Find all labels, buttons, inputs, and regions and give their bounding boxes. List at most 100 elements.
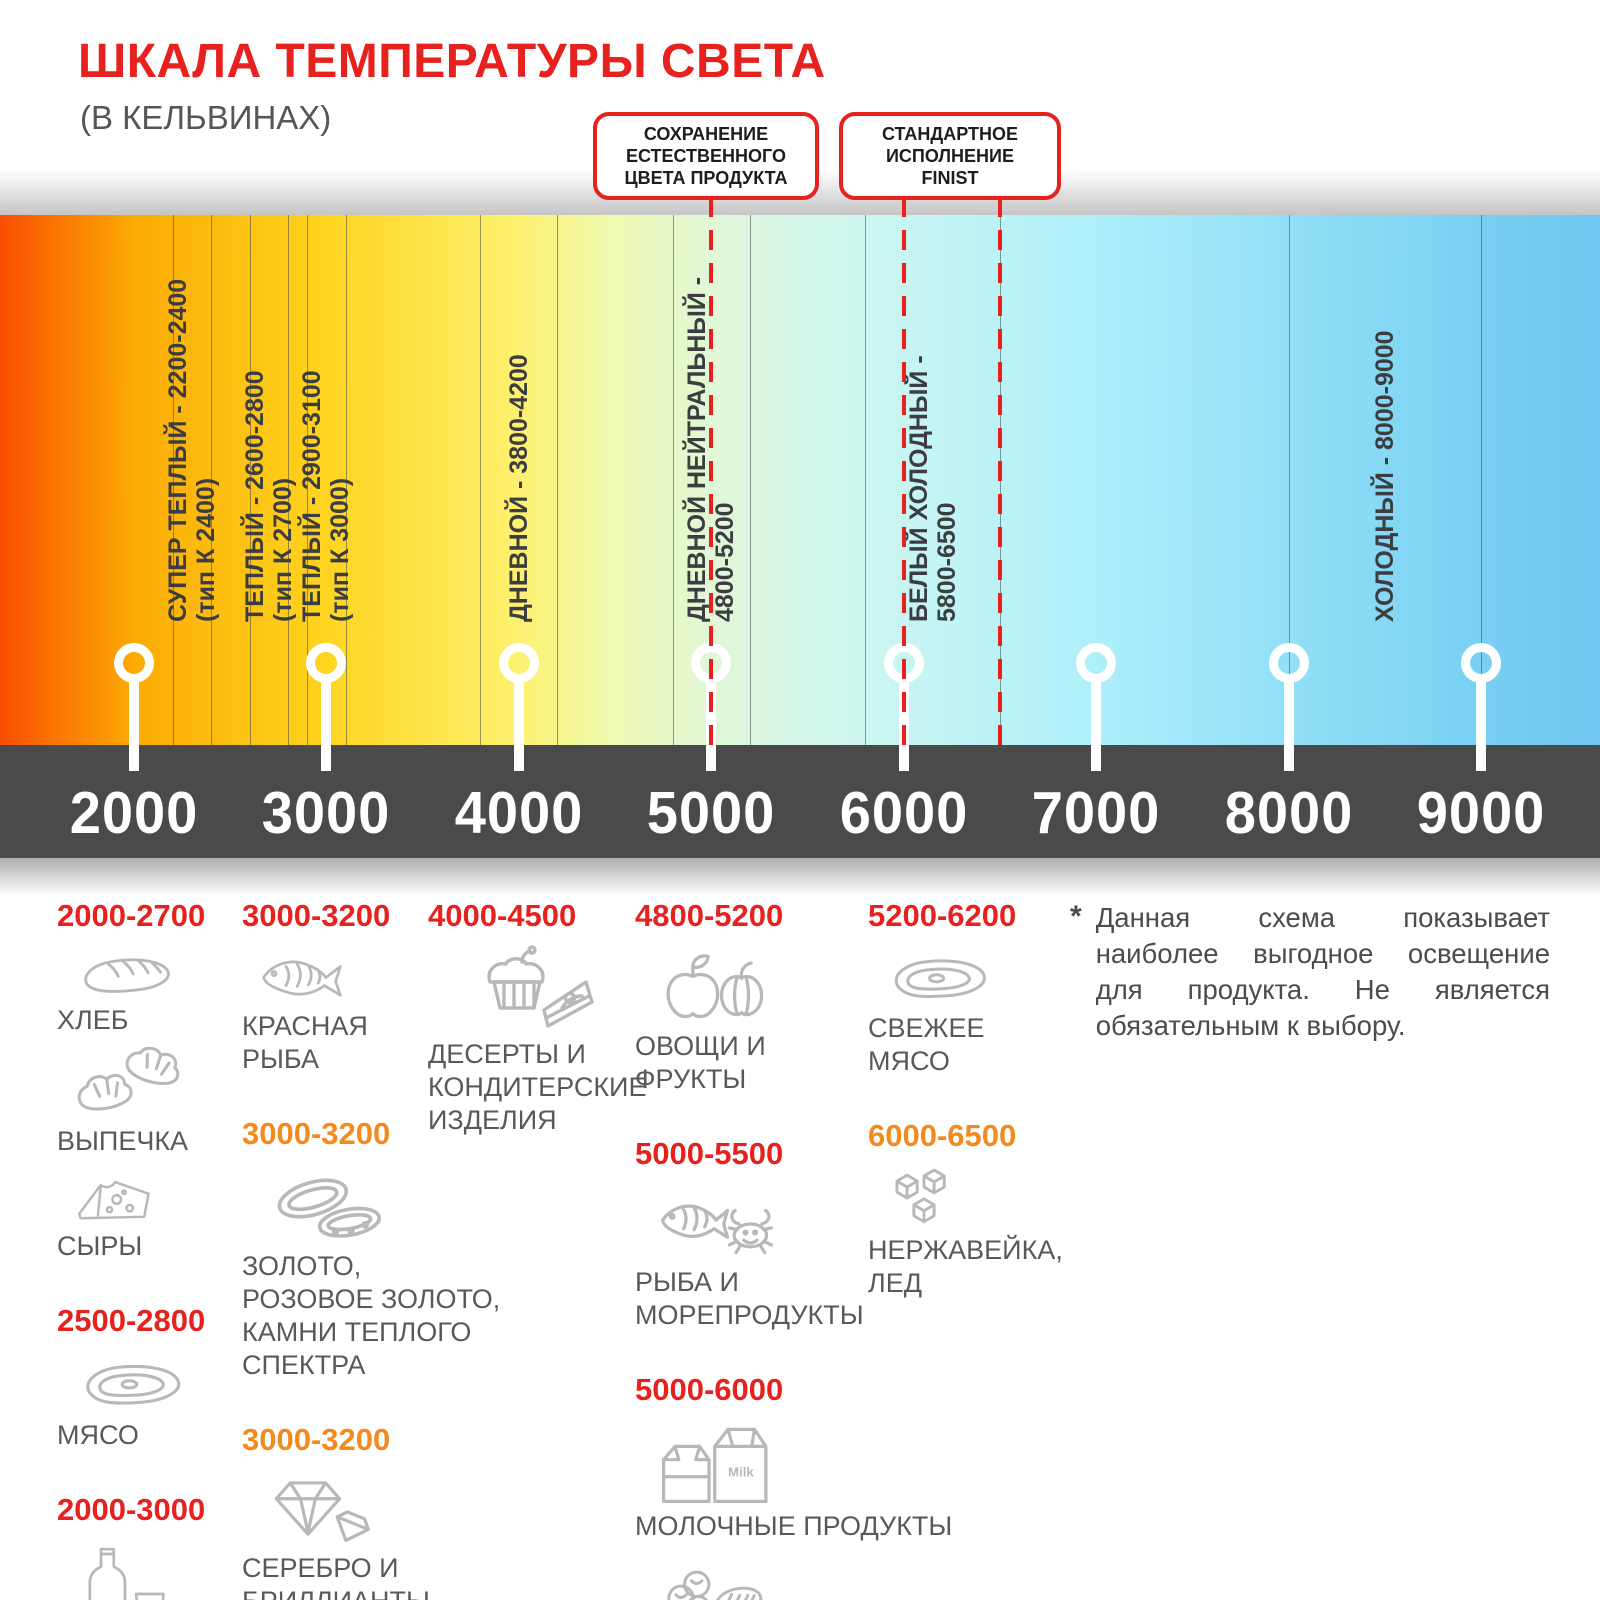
ice-icon	[880, 1164, 1063, 1232]
seafood-icon	[647, 1182, 952, 1264]
product-item: СЕРЕБРО И БРИЛЛИАНТЫ	[242, 1468, 500, 1600]
kelvin-range-heading: 4800-5200	[635, 898, 784, 933]
svg-text:Milk: Milk	[728, 1465, 754, 1480]
alcohol-icon	[69, 1538, 205, 1600]
meat-icon	[69, 1349, 205, 1417]
product-group: 4000-4500 ДЕСЕРТЫ И КОНДИТЕРСКИЕ ИЗДЕЛИЯ	[428, 898, 646, 1137]
zone-boundary-line	[287, 215, 289, 745]
product-label: ОВОЩИ И ФРУКТЫ	[635, 1031, 766, 1094]
fresh-meat-icon	[880, 944, 1063, 1010]
callout-line: FINIST	[921, 168, 979, 188]
zone-boundary-line	[1481, 215, 1482, 745]
axis-tick-label: 6000	[839, 780, 968, 846]
product-item: АКОГОЛЬ	[57, 1538, 205, 1600]
axis-tick-label: 4000	[454, 780, 584, 846]
product-group: 2500-2800 МЯСО	[57, 1303, 205, 1452]
axis-tick-label: 3000	[262, 780, 391, 846]
axis-bar	[0, 745, 1600, 858]
product-label: КРАСНАЯ РЫБА	[242, 1011, 368, 1074]
kelvin-range-heading: 2000-3000	[57, 1492, 206, 1527]
product-label: ХЛЕБ	[57, 1005, 129, 1035]
product-group: 2000-2700 ХЛЕБ ВЫПЕЧКА СЫРЫ	[57, 898, 205, 1263]
product-item: ОВОЩИ И ФРУКТЫ	[635, 944, 952, 1096]
footnote: * Данная схема показывает наиболее выгод…	[1070, 900, 1550, 1044]
dairy-icon: Milk	[647, 1418, 952, 1508]
kelvin-range-heading: 2500-2800	[57, 1303, 206, 1338]
product-item: МЯСО	[57, 1349, 205, 1452]
scale-pin-circle	[1268, 643, 1309, 683]
product-item: ДЕСЕРТЫ И КОНДИТЕРСКИЕ ИЗДЕЛИЯ	[428, 944, 646, 1137]
zone-boundary-line	[672, 215, 674, 745]
zone-boundary-line	[211, 215, 212, 745]
callout-line: ЕСТЕСТВЕННОГО	[625, 146, 787, 166]
scale-pin-circle	[114, 643, 154, 683]
callout-line: ИСПОЛНЕНИЕ	[885, 146, 1014, 166]
product-group: 3000-3200 КРАСНАЯ РЫБА	[242, 898, 500, 1076]
scale-pin-stem	[321, 681, 332, 771]
scale-pin-circle	[306, 643, 347, 683]
product-group: 2000-3000 АКОГОЛЬ	[57, 1492, 205, 1600]
product-label: СЫРЫ	[57, 1231, 143, 1261]
zone-boundary-line	[249, 215, 251, 745]
product-column: 2000-2700 ХЛЕБ ВЫПЕЧКА СЫРЫ 2500-2800 МЯСО 200…	[57, 898, 205, 1600]
zone-boundary-line	[749, 215, 751, 745]
axis-tick-label: 2000	[69, 780, 199, 846]
cheese-icon	[69, 1168, 205, 1228]
scale-pin-circle	[498, 643, 539, 683]
scale-pin-stem	[1283, 681, 1294, 771]
croissant-icon	[69, 1047, 205, 1123]
product-group: 3000-3200 ЗОЛОТО, РОЗОВОЕ ЗОЛОТО, КАМНИ Т…	[242, 1116, 500, 1382]
footnote-text: Данная схема показывает наиболее выгодно…	[1095, 902, 1550, 1041]
product-group: 4800-5200 ОВОЩИ И ФРУКТЫ	[635, 898, 952, 1096]
zone-boundary-line	[172, 215, 174, 745]
bread-icon	[69, 944, 205, 1002]
product-group: 5200-6200 СВЕЖЕЕ МЯСО	[868, 898, 1063, 1078]
dessert-icon	[440, 944, 646, 1036]
kelvin-range-heading: 4000-4500	[428, 898, 577, 933]
zone-boundary-line	[307, 215, 309, 745]
product-item: ЗОЛОТО, РОЗОВОЕ ЗОЛОТО, КАМНИ ТЕПЛОГО СП…	[242, 1162, 500, 1382]
kelvin-range-heading: 5000-5500	[635, 1136, 784, 1171]
axis-tick-label: 7000	[1031, 780, 1161, 846]
produce-icon	[647, 944, 952, 1028]
scale-pin-stem	[513, 681, 524, 771]
kelvin-range-heading: 2000-2700	[57, 898, 206, 933]
product-group: 6000-6500 НЕРЖАВЕЙКА, ЛЕД	[868, 1118, 1063, 1300]
rings-icon	[254, 1162, 500, 1248]
zone-label-text: БЕЛЫЙ ХОЛОДНЫЙ -5800-6500	[904, 355, 961, 622]
product-column: 3000-3200 КРАСНАЯ РЫБА 3000-3200 ЗОЛОТО, РО…	[242, 898, 500, 1600]
zone-label-text: ХОЛОДНЫЙ - 8000-9000	[1370, 330, 1399, 622]
product-group: 5000-5500 РЫБА И МОРЕПРОДУКТЫ	[635, 1136, 952, 1332]
frozen-icon	[647, 1553, 952, 1600]
product-item: КРАСНАЯ РЫБА	[242, 944, 500, 1076]
product-item: СВЕЖЕЕ МЯСО	[868, 944, 1063, 1078]
product-item: СЫРЫ	[57, 1168, 205, 1263]
product-label: ЗОЛОТО, РОЗОВОЕ ЗОЛОТО, КАМНИ ТЕПЛОГО СП…	[242, 1251, 501, 1380]
diamond-icon	[254, 1468, 500, 1550]
zone-boundary-line	[480, 215, 482, 745]
kelvin-range-heading: 6000-6500	[868, 1118, 1017, 1153]
page-subtitle: (В КЕЛЬВИНАХ)	[80, 99, 332, 136]
kelvin-gradient-strip	[0, 215, 1600, 745]
product-item: РЫБА И МОРЕПРОДУКТЫ	[635, 1182, 952, 1332]
callout-natural-color: СОХРАНЕНИЕ ЕСТЕСТВЕННОГО ЦВЕТА ПРОДУКТА	[593, 112, 819, 200]
zone-boundary-line	[557, 215, 559, 745]
zone-label-text: ТЕПЛЫЙ - 2900-3100 (тип К 3000)	[298, 370, 355, 622]
zone-label-text: ДНЕВНОЙ - 3800-4200	[504, 354, 533, 622]
callout-line: ЦВЕТА ПРОДУКТА	[624, 168, 788, 188]
axis-tick-label: 9000	[1416, 780, 1546, 846]
page-title: ШКАЛА ТЕМПЕРАТУРЫ СВЕТА	[78, 35, 826, 88]
callout-dashed-line	[901, 197, 906, 745]
scale-pin-stem	[129, 681, 139, 771]
zone-boundary-line	[865, 215, 867, 745]
callout-line: СТАНДАРТНОЕ	[881, 124, 1018, 144]
scale-pin-circle	[1076, 643, 1117, 683]
product-label: МЯСО	[57, 1420, 139, 1450]
product-item: ХЛЕБ	[57, 944, 205, 1037]
zone-boundary-line	[345, 215, 347, 745]
product-label: СЕРЕБРО И БРИЛЛИАНТЫ	[242, 1553, 430, 1600]
zone-label-text: ТЕПЛЫЙ - 2600-2800 (тип К 2700)	[240, 370, 297, 622]
callout-dashed-line	[709, 197, 714, 745]
axis-tick-label: 8000	[1224, 780, 1353, 846]
